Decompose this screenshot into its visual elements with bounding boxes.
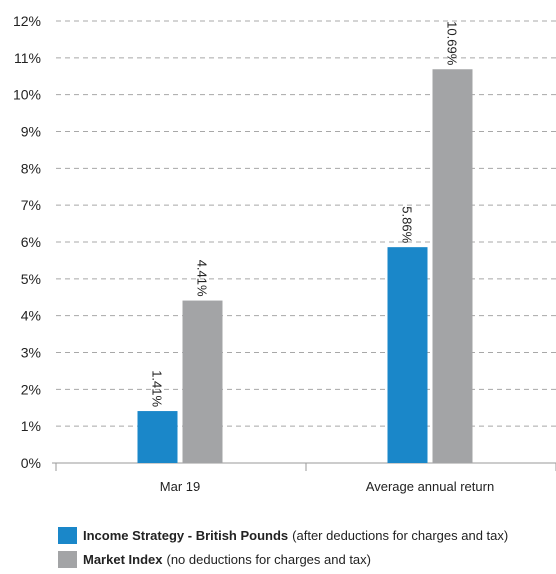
y-tick-label: 4% [21, 308, 41, 324]
bar-chart: 0% 1% 2% 3% 4% 5% 6% 7% 8% 9% 10% 11% 12% 1.41% 4.41% M… [13, 13, 556, 494]
y-tick-label: 5% [21, 271, 41, 287]
y-tick-label: 12% [13, 13, 41, 29]
category-label: Mar 19 [160, 479, 200, 494]
y-tick-label: 11% [14, 50, 41, 66]
chart-svg: 0% 1% 2% 3% 4% 5% 6% 7% 8% 9% 10% 11% 12% 1.41% 4.41% M… [13, 13, 556, 494]
bar [182, 300, 223, 463]
y-tick-label: 2% [21, 381, 41, 397]
legend-series-name: Income Strategy - British Pounds [83, 527, 289, 543]
legend-series-note: (no deductions for charges and tax) [166, 551, 371, 567]
category-label: Average annual return [366, 479, 494, 494]
bar [387, 247, 428, 463]
chart-legend: Income Strategy - British Pounds (after … [58, 526, 508, 574]
y-tick-label: 3% [21, 345, 41, 361]
y-tick-label: 1% [21, 418, 41, 434]
data-label: 4.41% [195, 260, 210, 297]
legend-item-income-strategy: Income Strategy - British Pounds (after … [58, 526, 508, 544]
legend-series-name: Market Index [83, 551, 163, 567]
data-label: 1.41% [150, 370, 165, 407]
legend-swatch-income-strategy [58, 526, 77, 544]
legend-series-note: (after deductions for charges and tax) [292, 527, 509, 543]
y-tick-label: 7% [21, 197, 41, 213]
bar [137, 411, 178, 463]
y-tick-label: 10% [13, 87, 41, 103]
y-tick-label: 9% [21, 124, 41, 140]
data-label: 5.86% [400, 206, 415, 243]
data-label: 10.69% [445, 21, 460, 66]
legend-swatch-market-index [58, 550, 77, 568]
y-tick-label: 0% [21, 455, 41, 471]
bar [432, 69, 473, 464]
y-tick-label: 8% [21, 160, 41, 176]
y-tick-label: 6% [21, 234, 41, 250]
legend-item-market-index: Market Index (no deductions for charges … [58, 550, 508, 568]
